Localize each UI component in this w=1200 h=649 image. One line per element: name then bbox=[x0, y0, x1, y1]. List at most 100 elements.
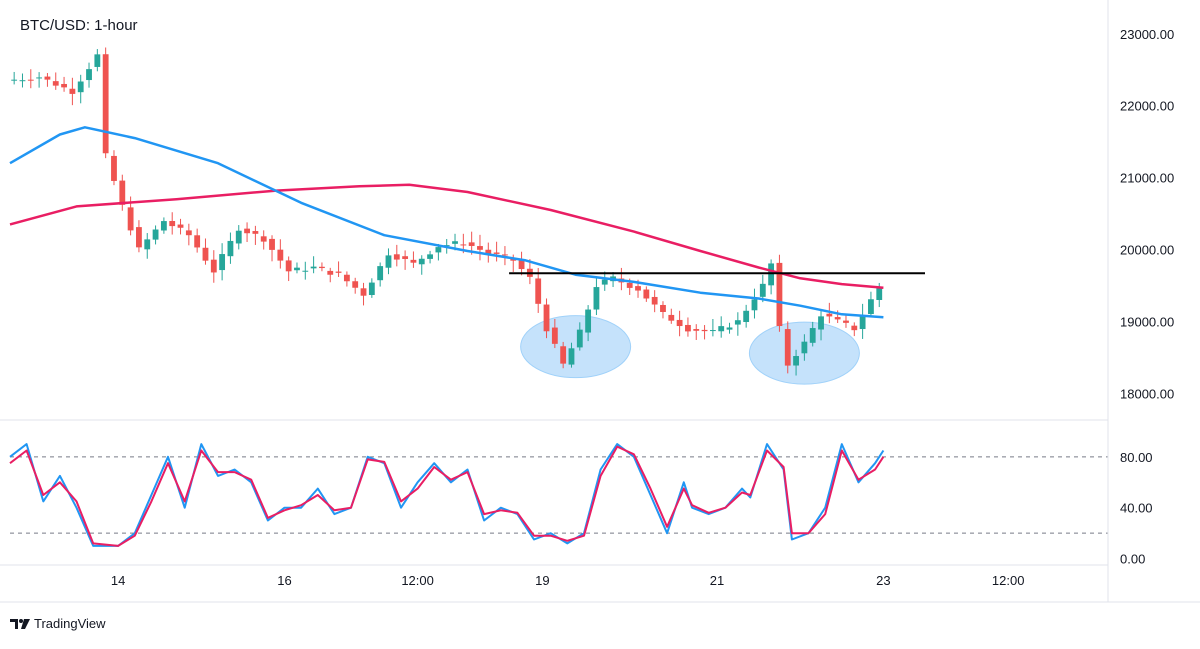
candle-body bbox=[61, 83, 67, 88]
candle-body bbox=[859, 315, 866, 330]
candle-body bbox=[743, 310, 750, 323]
candle-body bbox=[310, 266, 317, 269]
candle-body bbox=[402, 256, 409, 259]
stochastic-tick-label: 80.00 bbox=[1120, 450, 1153, 465]
candle-body bbox=[69, 88, 76, 94]
candle-body bbox=[11, 79, 18, 81]
candle-body bbox=[302, 270, 309, 272]
price-tick-label: 23000.00 bbox=[1120, 27, 1174, 42]
candle-body bbox=[709, 330, 716, 332]
candle-body bbox=[751, 299, 758, 311]
candle-body bbox=[593, 287, 600, 310]
candle-body bbox=[111, 155, 117, 181]
candle-body bbox=[585, 309, 592, 333]
stochastic-d-line bbox=[9, 445, 885, 547]
candle-body bbox=[718, 326, 725, 332]
time-tick-label: 21 bbox=[710, 573, 724, 588]
candle-body bbox=[427, 254, 433, 259]
time-tick-label: 23 bbox=[876, 573, 890, 588]
candle-body bbox=[776, 262, 783, 327]
candle-body bbox=[127, 207, 134, 231]
candle-body bbox=[136, 227, 142, 248]
candle-body bbox=[194, 235, 201, 248]
candle-body bbox=[485, 249, 492, 254]
candle-body bbox=[327, 270, 334, 275]
moving-average-fast bbox=[9, 126, 884, 319]
candle-body bbox=[477, 246, 483, 250]
double-bottom-highlight bbox=[520, 315, 632, 379]
candle-body bbox=[77, 81, 84, 93]
candle-body bbox=[418, 258, 425, 265]
candle-body bbox=[643, 289, 650, 299]
candle-body bbox=[818, 316, 824, 330]
candle-body bbox=[294, 267, 300, 271]
candle-body bbox=[568, 348, 575, 365]
candle-body bbox=[352, 281, 359, 288]
candle-body bbox=[252, 231, 259, 234]
candle-body bbox=[169, 220, 176, 227]
candle-body bbox=[493, 252, 500, 254]
candle-body bbox=[94, 54, 101, 67]
stochastic-tick-label: 0.00 bbox=[1120, 552, 1145, 567]
time-tick-label: 12:00 bbox=[992, 573, 1025, 588]
candle-body bbox=[285, 260, 292, 272]
tradingview-brand[interactable]: TradingView bbox=[10, 616, 106, 631]
candle-body bbox=[185, 230, 192, 236]
candle-body bbox=[651, 296, 658, 305]
candle-body bbox=[360, 288, 367, 296]
candle-body bbox=[843, 320, 849, 323]
candle-body bbox=[86, 69, 92, 81]
candle-body bbox=[319, 266, 325, 269]
time-tick-label: 16 bbox=[277, 573, 291, 588]
candle-body bbox=[876, 287, 883, 300]
candle-body bbox=[676, 319, 683, 327]
stochastic-k-line bbox=[9, 443, 885, 547]
candle-body bbox=[626, 282, 633, 288]
candle-body bbox=[734, 320, 741, 325]
candle-body bbox=[452, 241, 458, 244]
price-tick-label: 19000.00 bbox=[1120, 314, 1174, 329]
chart-background bbox=[0, 0, 1200, 610]
candle-body bbox=[210, 259, 217, 273]
candle-body bbox=[385, 255, 392, 268]
candle-body bbox=[468, 242, 475, 246]
candle-body bbox=[443, 245, 450, 247]
candle-body bbox=[793, 356, 799, 366]
candle-body bbox=[551, 327, 558, 344]
candle-body bbox=[235, 230, 242, 244]
candle-body bbox=[685, 324, 691, 332]
candle-body bbox=[535, 278, 542, 304]
candle-body bbox=[601, 279, 608, 285]
candle-body bbox=[660, 304, 666, 312]
candle-body bbox=[784, 329, 791, 366]
candle-body bbox=[393, 254, 400, 260]
chart[interactable]: 23000.00 22000.00 21000.00 20000.00 19000.00… bbox=[0, 0, 1200, 610]
candle-body bbox=[668, 314, 675, 321]
candle-body bbox=[868, 299, 874, 315]
candle-body bbox=[269, 238, 275, 250]
candle-body bbox=[36, 77, 43, 79]
candle-body bbox=[759, 283, 766, 297]
candle-body bbox=[52, 81, 59, 86]
price-tick-label: 20000.00 bbox=[1120, 243, 1174, 258]
candle-body bbox=[119, 180, 126, 205]
candle-body bbox=[177, 224, 184, 228]
candle-body bbox=[809, 328, 816, 343]
candle-body bbox=[335, 271, 342, 273]
candle-body bbox=[377, 266, 384, 281]
candle-body bbox=[834, 317, 841, 320]
candle-body bbox=[277, 249, 284, 261]
candle-body bbox=[768, 263, 775, 286]
candle-body bbox=[244, 228, 250, 234]
candle-body bbox=[152, 229, 159, 240]
time-tick-label: 14 bbox=[111, 573, 125, 588]
moving-average-slow bbox=[9, 183, 884, 289]
price-tick-label: 21000.00 bbox=[1120, 171, 1174, 186]
candle-body bbox=[826, 313, 833, 317]
candle-body bbox=[502, 254, 508, 256]
axes: 23000.00 22000.00 21000.00 20000.00 19000.00… bbox=[0, 0, 1200, 603]
time-tick-label: 19 bbox=[535, 573, 549, 588]
price-pane[interactable] bbox=[9, 47, 925, 385]
chart-title: BTC/USD: 1-hour bbox=[20, 17, 138, 34]
stochastic-pane[interactable] bbox=[9, 443, 1108, 547]
